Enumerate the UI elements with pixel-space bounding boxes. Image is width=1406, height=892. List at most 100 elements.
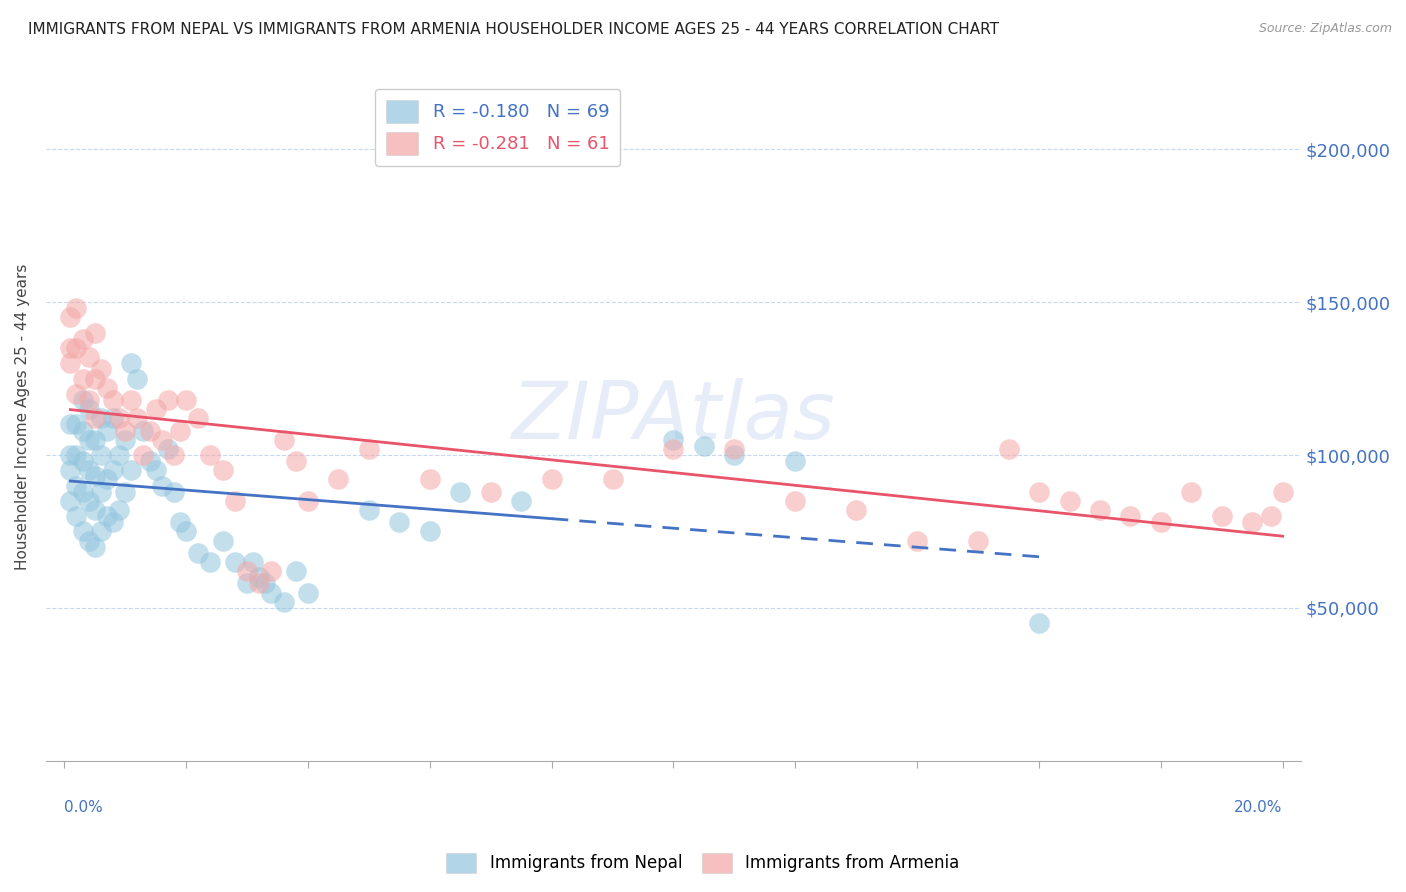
Point <box>284 564 307 578</box>
Point <box>83 433 105 447</box>
Point <box>510 494 533 508</box>
Point <box>72 484 94 499</box>
Point <box>101 411 124 425</box>
Point <box>273 433 295 447</box>
Point <box>90 524 112 539</box>
Point <box>120 392 142 407</box>
Point <box>662 433 685 447</box>
Point <box>693 439 716 453</box>
Point <box>284 454 307 468</box>
Point <box>114 433 136 447</box>
Point <box>108 448 131 462</box>
Text: 0.0%: 0.0% <box>65 799 103 814</box>
Point <box>96 424 118 438</box>
Point <box>297 494 319 508</box>
Point <box>260 564 283 578</box>
Point <box>236 576 259 591</box>
Point <box>108 411 131 425</box>
Text: Source: ZipAtlas.com: Source: ZipAtlas.com <box>1258 22 1392 36</box>
Point <box>357 442 380 456</box>
Point <box>479 484 502 499</box>
Y-axis label: Householder Income Ages 25 - 44 years: Householder Income Ages 25 - 44 years <box>15 264 30 570</box>
Point <box>247 576 270 591</box>
Point <box>96 381 118 395</box>
Legend: R = -0.180   N = 69, R = -0.281   N = 61: R = -0.180 N = 69, R = -0.281 N = 61 <box>375 89 620 166</box>
Point <box>224 494 246 508</box>
Point <box>65 417 87 432</box>
Point <box>242 555 264 569</box>
Point <box>297 585 319 599</box>
Point <box>59 310 82 325</box>
Point <box>388 516 411 530</box>
Point <box>211 463 233 477</box>
Point <box>101 392 124 407</box>
Point <box>77 350 100 364</box>
Point <box>59 494 82 508</box>
Point <box>662 442 685 456</box>
Point <box>785 494 807 508</box>
Point <box>83 326 105 340</box>
Point <box>114 484 136 499</box>
Point <box>187 411 209 425</box>
Point <box>96 509 118 524</box>
Point <box>72 424 94 438</box>
Point <box>211 533 233 548</box>
Point <box>260 585 283 599</box>
Point <box>967 533 990 548</box>
Point <box>905 533 928 548</box>
Point <box>77 433 100 447</box>
Point <box>90 484 112 499</box>
Point <box>90 411 112 425</box>
Point <box>1180 484 1202 499</box>
Text: 20.0%: 20.0% <box>1234 799 1282 814</box>
Point <box>72 332 94 346</box>
Point <box>187 546 209 560</box>
Point <box>127 411 149 425</box>
Point <box>132 448 155 462</box>
Point <box>65 387 87 401</box>
Point <box>224 555 246 569</box>
Point <box>83 540 105 554</box>
Point <box>540 473 562 487</box>
Point <box>1241 516 1264 530</box>
Point <box>120 356 142 370</box>
Point <box>83 371 105 385</box>
Point <box>1260 509 1282 524</box>
Point <box>236 564 259 578</box>
Point <box>785 454 807 468</box>
Point <box>90 362 112 376</box>
Text: IMMIGRANTS FROM NEPAL VS IMMIGRANTS FROM ARMENIA HOUSEHOLDER INCOME AGES 25 - 44: IMMIGRANTS FROM NEPAL VS IMMIGRANTS FROM… <box>28 22 1000 37</box>
Point <box>419 473 441 487</box>
Point <box>59 417 82 432</box>
Point <box>174 524 197 539</box>
Point <box>150 433 173 447</box>
Point <box>77 533 100 548</box>
Point <box>59 356 82 370</box>
Point <box>59 463 82 477</box>
Point <box>77 463 100 477</box>
Point <box>72 524 94 539</box>
Point <box>65 478 87 492</box>
Point <box>77 402 100 417</box>
Point <box>169 516 191 530</box>
Point <box>77 494 100 508</box>
Point <box>1059 494 1081 508</box>
Point <box>127 371 149 385</box>
Point <box>449 484 471 499</box>
Point <box>65 301 87 316</box>
Point <box>602 473 624 487</box>
Point <box>77 392 100 407</box>
Point <box>1150 516 1173 530</box>
Legend: Immigrants from Nepal, Immigrants from Armenia: Immigrants from Nepal, Immigrants from A… <box>440 847 966 880</box>
Point <box>108 503 131 517</box>
Point <box>114 424 136 438</box>
Point <box>150 478 173 492</box>
Point <box>328 473 350 487</box>
Point <box>845 503 868 517</box>
Point <box>145 463 167 477</box>
Point <box>59 341 82 355</box>
Point <box>72 371 94 385</box>
Point <box>723 442 745 456</box>
Point <box>169 424 191 438</box>
Point <box>138 424 160 438</box>
